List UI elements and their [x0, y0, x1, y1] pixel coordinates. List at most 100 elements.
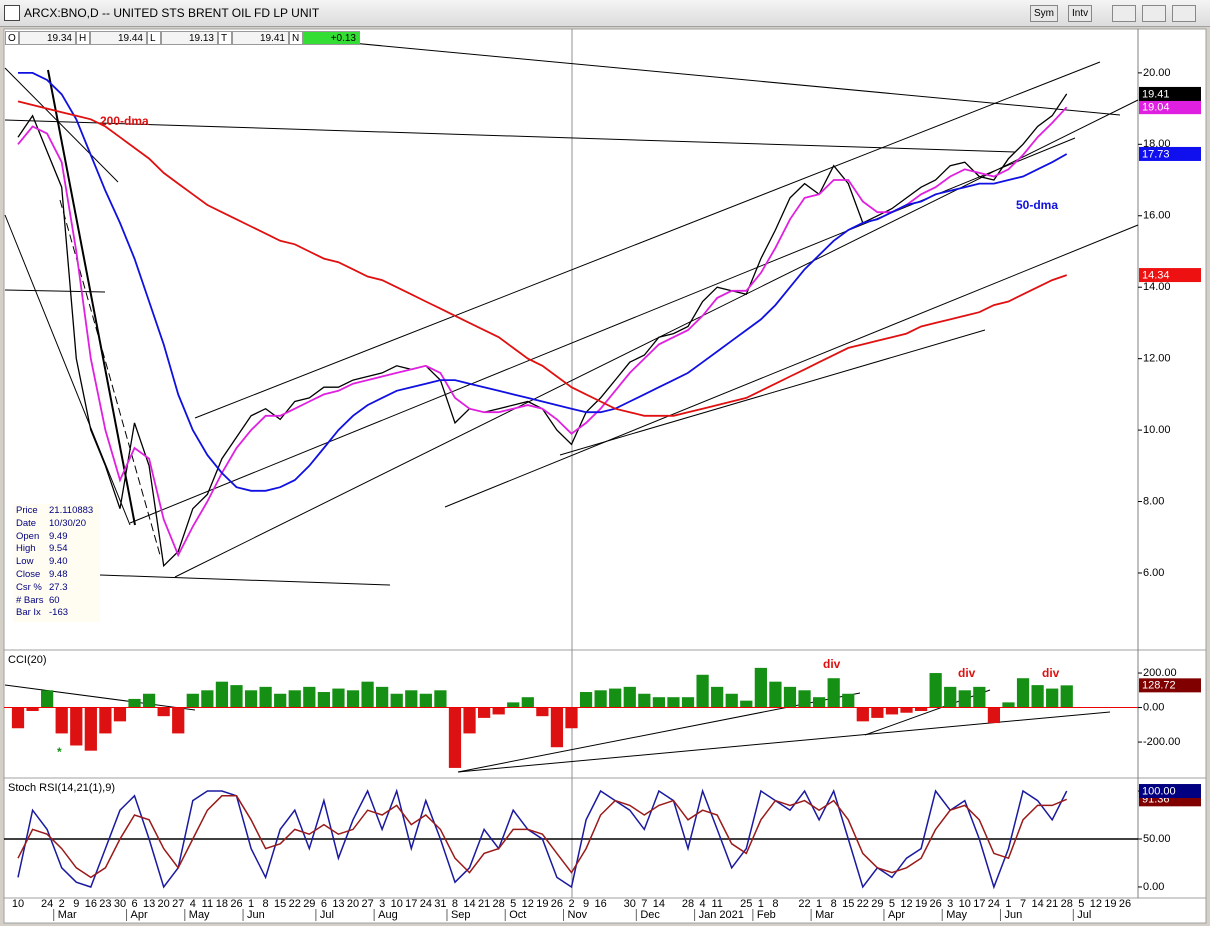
y-tick-label: 10.00	[1143, 424, 1171, 436]
x-tick-label: 20	[158, 898, 170, 910]
cci-bar	[99, 707, 112, 734]
cci-bar	[798, 690, 811, 708]
cci-bar	[1046, 688, 1059, 708]
x-tick-label: 5	[1078, 898, 1084, 910]
app-icon	[4, 5, 20, 21]
x-tick-label: 17	[973, 898, 985, 910]
y-tick-label: 0.00	[1143, 701, 1164, 713]
cci-bar	[1002, 702, 1015, 708]
cci-bar	[579, 692, 593, 708]
annotation: *	[57, 745, 62, 759]
cci-bar	[244, 690, 258, 708]
x-month-label: Oct	[509, 909, 526, 921]
cci-bar	[434, 690, 447, 708]
value-badge-label: 100.00	[1142, 785, 1176, 797]
x-tick-label: 26	[930, 898, 942, 910]
cci-bar	[361, 681, 374, 708]
x-tick-label: 28	[493, 898, 505, 910]
x-tick-label: 13	[332, 898, 344, 910]
trendline	[319, 39, 1121, 116]
cci-bar	[958, 690, 971, 708]
y-tick-label: 6.00	[1143, 567, 1164, 579]
maximize-button[interactable]	[1142, 5, 1166, 22]
x-tick-label: 18	[216, 898, 228, 910]
cci-bar	[84, 707, 97, 751]
trendline	[47, 69, 136, 526]
x-month-label: Sep	[451, 909, 471, 921]
series-line	[17, 788, 1068, 890]
quote-key: L	[147, 31, 161, 45]
x-tick-label: 27	[172, 898, 184, 910]
x-tick-label: 12	[900, 898, 912, 910]
x-tick-label: 10	[959, 898, 971, 910]
x-month-label: Mar	[815, 909, 834, 921]
info-value: 9.54	[49, 543, 68, 555]
series-label: 200-dma	[100, 114, 149, 128]
x-tick-label: 15	[274, 898, 286, 910]
x-tick-label: 3	[379, 898, 385, 910]
info-label: # Bars	[16, 594, 44, 606]
x-tick-label: 14	[463, 898, 475, 910]
cci-bar	[594, 690, 607, 708]
quote-value: 19.44	[90, 31, 147, 45]
x-tick-label: 1	[1005, 898, 1011, 910]
close-button[interactable]	[1172, 5, 1196, 22]
value-badge	[1139, 146, 1201, 161]
cci-bar	[914, 707, 928, 711]
cci-bar	[463, 707, 476, 734]
trendline	[194, 61, 1101, 419]
cci-bar	[157, 707, 170, 717]
x-month-label: Mar	[58, 909, 77, 921]
cci-bar	[492, 707, 505, 715]
cci-bar	[419, 693, 432, 708]
x-tick-label: 14	[1031, 898, 1043, 910]
y-tick-label: 50.00	[1143, 833, 1171, 845]
cci-bar	[987, 707, 1001, 724]
cci-bar	[871, 707, 884, 718]
cci-bar	[477, 707, 491, 718]
trendline	[99, 574, 391, 586]
value-badge-label: 14.34	[1142, 269, 1170, 281]
x-tick-label: 8	[263, 898, 269, 910]
cci-bar	[1060, 685, 1073, 708]
value-badge	[1139, 268, 1201, 283]
x-tick-label: 20	[347, 898, 359, 910]
trendline	[174, 99, 1139, 578]
cci-bar	[740, 700, 753, 708]
value-badge	[1139, 86, 1201, 101]
series-line	[17, 100, 1067, 417]
info-value: 21.110883	[49, 505, 94, 516]
x-tick-label: 26	[1119, 898, 1131, 910]
x-tick-label: 3	[947, 898, 953, 910]
cci-bar	[405, 690, 418, 708]
interval-button[interactable]: Intv	[1068, 5, 1093, 22]
info-row: Bar Ix -163	[16, 607, 100, 620]
x-tick-label: 26	[551, 898, 563, 910]
x-tick-label: 22	[798, 898, 810, 910]
x-month-label: May	[946, 909, 967, 921]
info-row: Low 9.40	[16, 556, 100, 569]
y-tick-label: 200.00	[1143, 667, 1177, 679]
trendline	[4, 684, 196, 711]
x-month-label: Jan 2021	[699, 909, 744, 921]
quote-key: O	[5, 31, 19, 45]
x-tick-label: 30	[624, 898, 636, 910]
cci-bar	[448, 707, 462, 768]
x-month-label: Jul	[320, 909, 334, 921]
x-month-label: Jun	[247, 909, 265, 921]
x-tick-label: 19	[536, 898, 548, 910]
minimize-button[interactable]	[1112, 5, 1136, 22]
cci-bar	[41, 690, 54, 708]
cci-bar	[288, 690, 301, 708]
info-label: Low	[16, 556, 34, 568]
x-tick-label: 5	[510, 898, 516, 910]
trendline	[444, 224, 1139, 508]
info-value: 60	[49, 594, 60, 606]
symbol-button[interactable]: Sym	[1030, 5, 1058, 22]
cci-bar	[550, 707, 564, 748]
info-value: 9.49	[49, 530, 68, 542]
x-tick-label: 21	[478, 898, 490, 910]
annotation: div	[958, 666, 976, 680]
series-line	[17, 795, 1067, 879]
